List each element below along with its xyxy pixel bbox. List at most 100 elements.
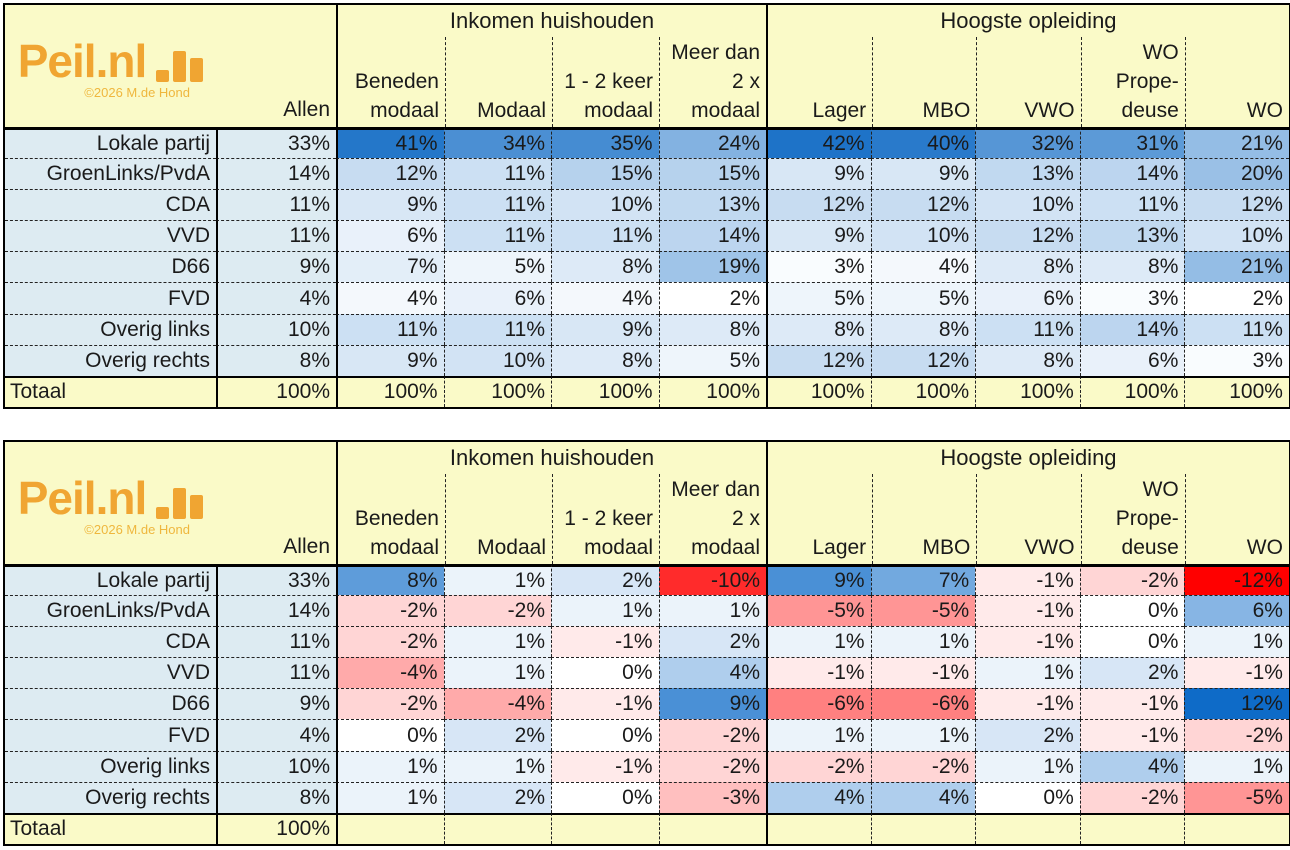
value-cell: 41% xyxy=(336,127,444,159)
value-cell: -1% xyxy=(870,657,976,689)
column-header: 1 - 2 keer modaal xyxy=(552,474,659,564)
totaal-value xyxy=(336,812,444,844)
value-cell: 2% xyxy=(658,626,766,658)
value-cell: 11% xyxy=(1079,189,1185,221)
allen-value: 11% xyxy=(216,189,336,221)
allen-column-header: Allen xyxy=(216,442,336,564)
value-cell: 4% xyxy=(870,781,976,813)
column-header: Modaal xyxy=(445,37,552,127)
value-cell: 10% xyxy=(1184,220,1289,252)
value-cell: 8% xyxy=(336,564,444,596)
totaal-value xyxy=(658,812,766,844)
value-cell: 4% xyxy=(336,282,444,314)
totaal-value xyxy=(443,812,551,844)
value-cell: -2% xyxy=(1079,564,1185,596)
value-cell: 9% xyxy=(551,313,659,345)
party-label: CDA xyxy=(5,189,216,221)
totaal-allen-value: 100% xyxy=(216,812,336,844)
value-cell: -2% xyxy=(870,750,976,782)
column-header: Lager xyxy=(812,99,867,122)
value-cell: 0% xyxy=(551,719,659,751)
value-cell: -1% xyxy=(766,657,871,689)
value-cell: 12% xyxy=(1184,688,1289,720)
column-header: 1 - 2 keer modaal xyxy=(552,37,659,127)
party-label: VVD xyxy=(5,220,216,252)
value-cell: 21% xyxy=(1184,251,1289,283)
value-cell: 3% xyxy=(1079,282,1185,314)
value-cell: 9% xyxy=(766,158,871,190)
copyright-text: ©2026 M.de Hond xyxy=(84,85,190,100)
value-cell: 1% xyxy=(975,750,1080,782)
value-cell: 8% xyxy=(551,251,659,283)
party-label: VVD xyxy=(5,657,216,689)
party-label: FVD xyxy=(5,282,216,314)
value-cell: 13% xyxy=(658,189,766,221)
value-cell: -3% xyxy=(658,781,766,813)
allen-value: 33% xyxy=(216,564,336,596)
party-label: Overig rechts xyxy=(5,344,216,376)
party-label: GroenLinks/PvdA xyxy=(5,158,216,190)
value-cell: 3% xyxy=(766,251,871,283)
value-cell: 13% xyxy=(1079,220,1185,252)
party-label: D66 xyxy=(5,688,216,720)
value-cell: 1% xyxy=(1184,626,1289,658)
totaal-value: 100% xyxy=(1079,375,1185,407)
value-cell: 12% xyxy=(975,220,1080,252)
value-cell: 9% xyxy=(870,158,976,190)
value-cell: 11% xyxy=(336,313,444,345)
value-cell: 2% xyxy=(443,781,551,813)
value-cell: 11% xyxy=(443,189,551,221)
value-cell: -2% xyxy=(658,750,766,782)
allen-value: 10% xyxy=(216,313,336,345)
value-cell: -4% xyxy=(443,688,551,720)
party-label: Overig links xyxy=(5,750,216,782)
value-cell: -1% xyxy=(1079,719,1185,751)
subcolumn-headers: Lager MBO VWO WO Prope- deuse WO xyxy=(768,37,1289,127)
value-cell: 24% xyxy=(658,127,766,159)
value-cell: 7% xyxy=(336,251,444,283)
value-cell: -5% xyxy=(766,595,871,627)
column-header: MBO xyxy=(872,37,976,127)
party-label: CDA xyxy=(5,626,216,658)
value-cell: 7% xyxy=(870,564,976,596)
value-cell: -1% xyxy=(975,688,1080,720)
value-cell: 1% xyxy=(766,719,871,751)
group-inkomen-huishouden: Inkomen huishouden Beneden modaal Modaal 1… xyxy=(336,5,766,127)
brand-text: Peil.nl xyxy=(17,472,147,524)
value-cell: -2% xyxy=(658,719,766,751)
group-title: Hoogste opleiding xyxy=(940,445,1117,470)
totaal-label: Totaal xyxy=(5,375,216,407)
totaal-label: Totaal xyxy=(5,812,216,844)
totaal-value xyxy=(551,812,659,844)
value-cell: 5% xyxy=(443,251,551,283)
subcolumn-headers: Lager MBO VWO WO Prope- deuse WO xyxy=(768,474,1289,564)
value-cell: 10% xyxy=(870,220,976,252)
allen-value: 11% xyxy=(216,220,336,252)
party-label: GroenLinks/PvdA xyxy=(5,595,216,627)
group-title: Hoogste opleiding xyxy=(940,8,1117,33)
value-cell: 8% xyxy=(870,313,976,345)
value-cell: 40% xyxy=(870,127,976,159)
value-cell: 8% xyxy=(551,344,659,376)
value-cell: 1% xyxy=(658,595,766,627)
value-cell: 15% xyxy=(658,158,766,190)
value-cell: 11% xyxy=(975,313,1080,345)
value-cell: -1% xyxy=(551,688,659,720)
value-cell: 6% xyxy=(336,220,444,252)
value-cell: -1% xyxy=(975,595,1080,627)
value-cell: 6% xyxy=(1079,344,1185,376)
value-cell: -1% xyxy=(975,626,1080,658)
value-cell: 11% xyxy=(443,158,551,190)
value-cell: 8% xyxy=(975,251,1080,283)
group-inkomen-huishouden: Inkomen huishouden Beneden modaal Modaal 1… xyxy=(336,442,766,564)
totaal-value xyxy=(1184,812,1289,844)
value-cell: -5% xyxy=(1184,781,1289,813)
value-cell: 31% xyxy=(1079,127,1185,159)
value-cell: 9% xyxy=(766,220,871,252)
value-cell: 0% xyxy=(336,719,444,751)
value-cell: -12% xyxy=(1184,564,1289,596)
column-header: WO Prope- deuse xyxy=(1080,37,1185,127)
value-cell: -1% xyxy=(1079,688,1185,720)
brand-row: Peil.nl xyxy=(17,472,204,524)
value-cell: -2% xyxy=(336,626,444,658)
